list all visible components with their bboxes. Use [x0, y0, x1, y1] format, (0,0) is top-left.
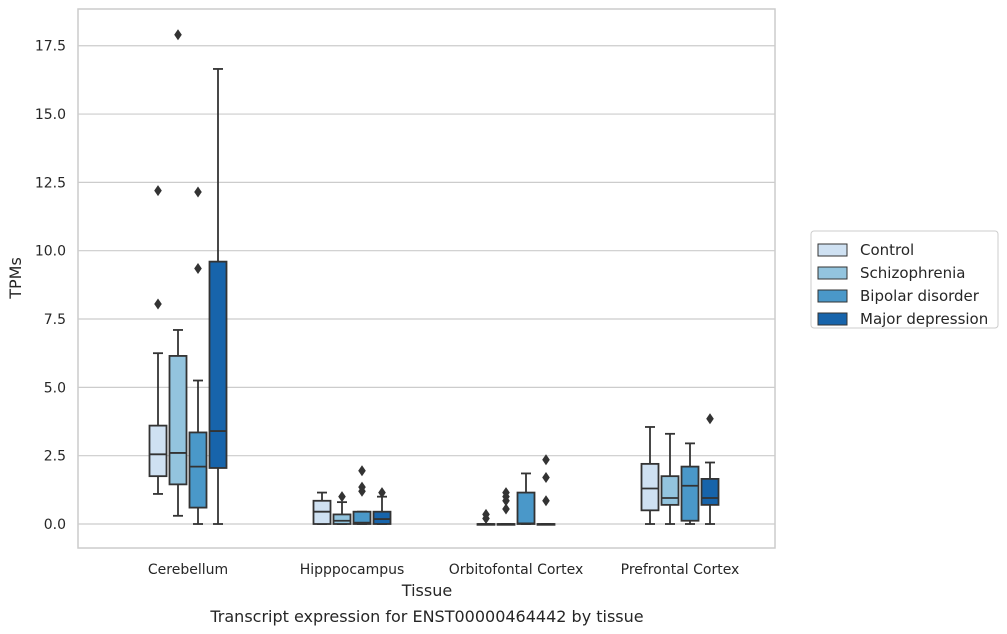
box-control: [148, 185, 168, 495]
plot-frame: [77, 8, 776, 549]
box-major-depression: [208, 68, 228, 525]
box-body: [680, 465, 700, 522]
box-body: [660, 475, 680, 506]
outlier-point: [542, 454, 550, 466]
box-bipolar-disorder: [352, 465, 372, 525]
box-major-depression: [700, 413, 720, 525]
outlier-point: [542, 472, 550, 484]
box-control: [640, 426, 660, 525]
y-tick-label: 12.5: [35, 175, 66, 191]
legend-swatch: [817, 266, 848, 280]
y-tick-label: 15.0: [35, 107, 66, 123]
box-body: [332, 513, 352, 525]
y-axis-label: TPMs: [6, 257, 25, 300]
box-body: [148, 424, 168, 478]
box-body: [700, 478, 720, 506]
box-body: [372, 510, 392, 525]
box-schizophrenia: [496, 487, 516, 526]
legend-label: Schizophrenia: [860, 264, 965, 282]
y-tick-label: 2.5: [44, 449, 66, 465]
legend-label: Control: [860, 241, 914, 259]
x-tick-label: Hipppocampus: [300, 562, 405, 578]
y-axis: 0.0 2.5 5.0 7.5 10.0 12.5 15.0 17.5: [35, 39, 66, 533]
outlier-point: [174, 29, 182, 41]
legend-swatch: [817, 312, 848, 326]
legend-label: Major depression: [860, 310, 988, 328]
box-bipolar-disorder: [516, 472, 536, 525]
x-tick-label: Prefrontal Cortex: [621, 562, 740, 578]
box-schizophrenia: [168, 29, 188, 517]
y-tick-label: 17.5: [35, 39, 66, 55]
legend-frame: [810, 230, 999, 329]
outlier-point: [194, 186, 202, 198]
x-tick-label: Orbitofontal Cortex: [449, 562, 584, 578]
outlier-point: [358, 465, 366, 477]
y-tick-label: 0.0: [44, 517, 66, 533]
legend-swatch: [817, 289, 848, 303]
outlier-point: [194, 262, 202, 274]
y-tick-label: 10.0: [35, 244, 66, 260]
box-body: [188, 431, 208, 509]
box-body: [516, 491, 536, 525]
box-bipolar-disorder: [188, 186, 208, 525]
y-tick-label: 5.0: [44, 380, 66, 396]
outlier-point: [542, 495, 550, 507]
legend-swatch: [817, 243, 848, 257]
x-axis-label: Tissue: [401, 581, 452, 600]
box-major-depression: [536, 454, 556, 526]
chart-caption: Transcript expression for ENST0000046444…: [209, 607, 643, 626]
box-body: [352, 510, 372, 525]
box-body: [208, 260, 228, 469]
box-control: [476, 508, 496, 526]
box-bipolar-disorder: [680, 442, 700, 525]
outlier-point: [502, 487, 510, 499]
outlier-point: [154, 298, 162, 310]
box-body: [168, 355, 188, 486]
outlier-point: [706, 413, 714, 425]
outlier-point: [378, 487, 386, 499]
box-plot-area: [148, 29, 720, 526]
x-tick-label: Cerebellum: [148, 562, 228, 578]
outlier-point: [338, 491, 346, 503]
outlier-point: [502, 503, 510, 515]
box-body: [640, 462, 660, 512]
x-axis: Cerebellum Hipppocampus Orbitofontal Corte…: [148, 562, 739, 578]
box-schizophrenia: [332, 491, 352, 525]
legend-label: Bipolar disorder: [860, 287, 980, 305]
outlier-point: [358, 481, 366, 493]
y-tick-label: 7.5: [44, 312, 66, 328]
box-schizophrenia: [660, 432, 680, 525]
outlier-point: [482, 508, 490, 520]
outlier-point: [154, 185, 162, 197]
legend: Control Schizophrenia Bipolar disorder Majo…: [810, 230, 999, 329]
box-control: [312, 491, 332, 525]
box-major-depression: [372, 487, 392, 525]
